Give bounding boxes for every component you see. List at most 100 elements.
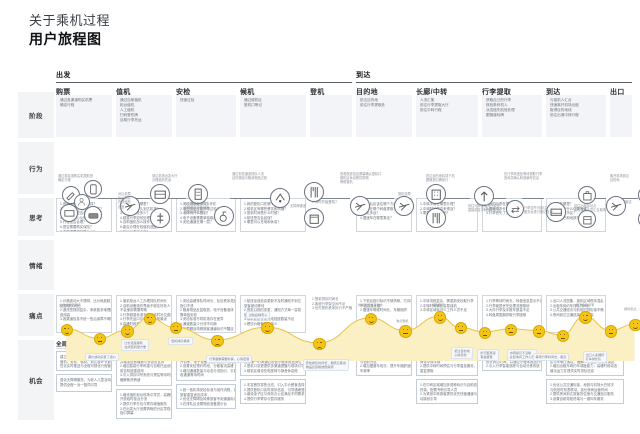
airplane-icon [120,196,140,216]
text-line: 3.优先登机秩序执行不严格 [312,306,352,311]
text-line: 开放临时柜台分流 [120,397,148,402]
text-line: 3.中转区域标识少工作人员不足 [420,308,467,313]
text-line: 预计到达时间，并通过小程序推送行李状态 [486,359,541,364]
text-line: 2.出租车网约车排队时间长 [550,303,591,308]
pain-cell: 1.登机排队时间长 2.客舱行李架空间不足 3.优先登机秩序执行不严格 [310,295,352,333]
section-departure-label: 出发 [56,72,71,79]
airplane-icon [606,196,626,216]
text-line: 比价选座顺利 [124,341,143,345]
connector-line [164,198,186,199]
text-line: 2.中转时间紧张容易误机 [420,303,457,308]
text-line: 抵达目的地 [454,349,470,353]
emotion-tag: 过检后稍安心 [245,311,271,319]
stage-cell: 抵达目的地 前往行李提取处 [356,95,412,137]
text-line: 并增加语音播报与多语言支持 [120,359,165,364]
text-line: 与色彩分区 [360,359,377,364]
emotion-face-sad [211,334,224,347]
text-line: 到达机场出发大厅 [152,174,178,178]
text-line: 在线值机很方便 [124,345,147,349]
text-line: 抵达目的地机场下机 [426,174,455,178]
text-line: 4.机场大巴和地铁在哪里乘坐？ [550,215,597,220]
text-line: 2.摆渡车等候时间长，车厢拥挤 [360,308,407,313]
text-line: 服务台进行登记查询 [524,210,553,215]
row-label-emotion: 情绪 [18,240,54,290]
text-line: 车频率 [360,368,371,373]
text-line: 柜台值机 [120,103,135,107]
text-line: 3.在出发大厅设置清晰的分区导视与电子 [120,406,171,411]
stage-cell: 与接机人汇合 快速离开机场出租 取得目的地线 前往出港中转行程 [546,95,606,137]
text-line: 扫码登机牌 [120,113,138,117]
text-line: 3.要走多远？ [360,211,380,216]
text-line: 2.设置安检预约时段，分散客流高峰 [180,364,234,369]
emotion-face-neutral [478,326,492,340]
text-line: 区与车辆上客区，缓解人流密集与秩序混乱 [550,360,620,365]
behaviour-note: 查看航班信息屏幕确认登机口 候机区休息餐饮购物 等候登机 [340,172,381,185]
text-line: 3.候机区增设充电座椅与静音休息舱 [244,368,298,373]
text-line: 5.无障碍及特殊旅客通道标识不醒目 [180,326,234,331]
emotion-tag: 顺利到达，旅程结束 [624,307,640,311]
text-line: 顺利到达，旅程结束 [624,307,640,311]
text-line: 人工值机 [120,108,135,112]
row-label-behaviour: 行为 [18,142,54,194]
text-line: 1.价格波动大不透明，比价耗费精力 [60,299,112,303]
behaviour-note: 登机检票 [398,192,411,196]
text-line: 值机、安检、候机、到达各环节数据，提供个 [60,359,111,364]
text-line: 性化实时推送与全程可视化行程管理 [60,364,112,369]
connector-line [316,198,350,199]
behaviour-note: 在行李转盘处等待提取行李 查询并确认转盘编号信息 [504,172,542,180]
transfer-icon [506,200,524,218]
text-line: 重复提取 [420,368,434,373]
column-header-3: 候机 [240,89,255,96]
column-header-5: 目的地 [356,89,378,96]
text-line: 1.出口人流密集，接机区域秩序混乱 [550,299,604,303]
phone-icon [84,180,102,198]
text-line: 2.优化无障碍及特殊旅客专用通道标识 [180,397,236,402]
opportunity-card: 1.在中转区域增加多语种标识与自助查询 终端，配置专职引导人员 2.为紧张中转旅客提… [416,379,478,405]
connector-line [622,198,638,199]
text-line: 核验条码机人 [486,103,508,107]
text-line: 物品反复取放很麻烦 [305,365,334,369]
text-line: 候机区舒适有餐饮 [358,303,383,307]
text-line: 7.托运行李安全吗？ [120,229,150,232]
opportunity-card: 强化无障碍服务，为老人儿童及特殊旅客提供全程一对一陪同引导 [56,374,112,393]
emotion-face-neutral [399,325,412,338]
text-line: 等候登机 [340,180,353,185]
text-line: 前往中转行程 [420,108,442,112]
text-line: 1.统一各机场安检标准与操作流程，减少 [180,388,236,392]
text-line: 自助行李托运 [120,118,142,122]
text-line: 2.增加智能行李称重与自助托运设备，提 [120,364,171,369]
behaviour-note: 到达机场出发大厅 办理值机托运 [152,174,178,182]
text-line: 2.为紧张中转旅客提供优先快速通道与主 [420,392,478,397]
text-line: 4.通道数量少分流不均衡 [180,321,217,326]
text-line: 5.安检通道在哪一层？ [180,220,214,225]
scanner-icon [188,184,208,204]
text-line: 1.安检排队要多久？ [180,202,210,206]
airplane-icon [394,196,414,216]
text-line: 步行距离远 [480,351,496,355]
text-line: 前往行李提取处 [360,103,386,107]
text-line: 1.下机后指引标识不够清晰，方向感 [360,299,412,303]
connector-line [592,198,606,199]
emotion-face-neutral [169,322,183,335]
text-line: 前告知超重费用 [120,368,144,373]
text-line: 通过自助值机 [120,98,142,102]
emotion-tag: 安检排队时间长，拥挤又焦虑 物品反复取放很麻烦 [302,359,349,371]
text-line: 动接驳引导 [420,396,437,401]
text-line: 4.超重行李如何处理收费？ [120,215,161,220]
text-line: 3.设置自助导航终端与一键叫车服务 [550,396,604,401]
emotion-tag: 票价波动买贵了担心 [85,353,119,361]
text-line: 1.到站后应该往哪个方向走？ [360,202,404,206]
stage-cell: 人流汇集 前往行李提取大厅 前往中转行程 [416,95,478,137]
baggage-belt-icon [546,202,566,222]
text-line: 2.登机口临时变更，通知方式单一容易 [244,308,302,313]
text-line: 前往出租车站点 [574,204,597,208]
text-line: 目的地 [610,178,620,183]
text-line: 顺利起飞 [432,303,445,307]
emotion-face-neutral [504,323,518,337]
text-line: 通过候机区 [244,98,262,102]
connector-line [522,198,544,199]
text-line: 4.转盘周围拥挤取行李困难 [486,312,527,317]
restaurant-icon [426,208,446,228]
text-line: 信息第一时间通过短信小程序推送到位 [244,359,302,364]
